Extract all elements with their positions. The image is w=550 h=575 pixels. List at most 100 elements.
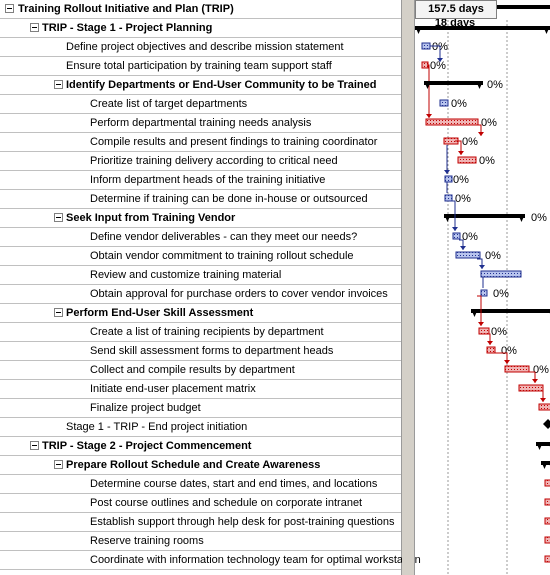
task-row[interactable]: Establish support through help desk for … [0, 513, 401, 532]
task-row[interactable]: Obtain vendor commitment to training rol… [0, 247, 401, 266]
summary-task-row[interactable]: Perform End-User Skill Assessment [0, 304, 401, 323]
task-name: Obtain vendor commitment to training rol… [90, 250, 354, 262]
dependency-link [451, 200, 456, 231]
task-row[interactable]: Finalize project budget [0, 399, 401, 418]
task-name: Compile results and present findings to … [90, 136, 378, 148]
percent-complete-label: 0% [481, 117, 497, 129]
column-splitter[interactable] [402, 0, 415, 575]
task-bar [444, 194, 453, 202]
task-name: Create a list of training recipients by … [90, 326, 324, 338]
dependency-link [477, 295, 482, 326]
task-row[interactable]: Define vendor deliverables - can they me… [0, 228, 401, 247]
task-row[interactable]: Coordinate with information technology t… [0, 551, 421, 570]
task-row[interactable]: Create list of target departments [0, 95, 401, 114]
task-row[interactable]: Post course outlines and schedule on cor… [0, 494, 401, 513]
percent-complete-label: 0% [501, 345, 517, 357]
task-bar [504, 365, 530, 373]
dependency-arrow [437, 58, 443, 62]
task-row[interactable]: Reserve training rooms [0, 532, 401, 551]
duration-header-partial: 18 days [434, 19, 476, 27]
task-row[interactable]: Perform departmental training needs anal… [0, 114, 401, 133]
task-name: Training Rollout Initiative and Plan (TR… [18, 3, 234, 15]
summary-task-row[interactable]: TRIP - Stage 2 - Project Commencement [0, 437, 401, 456]
dependency-arrow [444, 170, 450, 174]
task-bar [478, 327, 490, 335]
summary-bar [415, 26, 550, 30]
task-name: Review and customize training material [90, 269, 282, 281]
percent-complete-label: 0% [493, 288, 509, 300]
collapse-toggle[interactable] [54, 80, 63, 89]
collapse-toggle[interactable] [30, 441, 39, 450]
task-bar [439, 99, 449, 107]
summary-task-row[interactable]: Training Rollout Initiative and Plan (TR… [0, 0, 401, 19]
summary-task-row[interactable]: TRIP - Stage 1 - Project Planning [0, 19, 401, 38]
collapse-toggle[interactable] [54, 213, 63, 222]
percent-complete-label: 0% [479, 155, 495, 167]
gantt-bars: 0%0%0%0%0%0%0%0%0%0%0%0%0%0%0%0% [415, 5, 550, 575]
summary-bar [424, 81, 483, 85]
task-row[interactable]: Compile results and present findings to … [0, 133, 401, 152]
collapse-toggle[interactable] [5, 4, 14, 13]
task-bar [444, 175, 453, 183]
summary-bar-cap [541, 461, 548, 469]
task-name: Obtain approval for purchase orders to c… [90, 288, 388, 300]
task-name: Send skill assessment forms to departmen… [90, 345, 334, 357]
dependency-arrow [487, 341, 493, 345]
summary-task-row[interactable]: Prepare Rollout Schedule and Create Awar… [0, 456, 401, 475]
task-row[interactable]: Stage 1 - TRIP - End project initiation [0, 418, 401, 437]
task-name: Seek Input from Training Vendor [66, 212, 236, 224]
task-name-grid: Training Rollout Initiative and Plan (TR… [0, 0, 421, 575]
task-bar [480, 270, 522, 278]
gantt-chart: 157.5 days 18 days 0% 0% 0% 0% 0% 0% 0% 0% 0% 0% 0… [415, 0, 550, 575]
summary-bar-cap [543, 26, 550, 34]
task-row[interactable]: Prioritize training delivery according t… [0, 152, 401, 171]
task-bar [457, 156, 477, 164]
task-row[interactable]: Obtain approval for purchase orders to c… [0, 285, 401, 304]
task-bar [480, 289, 488, 297]
summary-bar [471, 309, 550, 313]
task-name: Prepare Rollout Schedule and Create Awar… [66, 459, 321, 471]
task-name: Ensure total participation by training t… [66, 60, 332, 72]
task-row[interactable]: Create a list of training recipients by … [0, 323, 401, 342]
milestone-diamond [543, 419, 550, 429]
task-row[interactable]: Inform department heads of the training … [0, 171, 401, 190]
percent-complete-label: 0% [455, 193, 471, 205]
task-name: TRIP - Stage 1 - Project Planning [42, 22, 213, 34]
dependency-arrow [504, 360, 510, 364]
task-name: Prioritize training delivery according t… [90, 155, 338, 167]
dependency-arrow [478, 132, 484, 136]
summary-bar [444, 214, 525, 218]
dependency-arrow [478, 322, 484, 326]
task-name: Perform departmental training needs anal… [90, 117, 312, 129]
task-bar [421, 42, 431, 50]
summary-bar-cap [536, 442, 543, 450]
task-row[interactable]: Initiate end-user placement matrix [0, 380, 401, 399]
collapse-toggle[interactable] [54, 308, 63, 317]
percent-complete-label: 0% [453, 174, 469, 186]
task-bar [544, 479, 550, 487]
collapse-toggle[interactable] [54, 460, 63, 469]
task-row[interactable]: Send skill assessment forms to departmen… [0, 342, 401, 361]
task-bar [544, 498, 550, 506]
task-bar [538, 403, 550, 411]
percent-complete-label: 0% [531, 212, 547, 224]
dependency-link [427, 64, 430, 118]
summary-task-row[interactable]: Identify Departments or End-User Communi… [0, 76, 401, 95]
task-row[interactable]: Review and customize training material [0, 266, 401, 285]
percent-complete-label: 0% [462, 231, 478, 243]
task-name: Establish support through help desk for … [90, 516, 395, 528]
task-row[interactable]: Determine course dates, start and end ti… [0, 475, 401, 494]
summary-task-row[interactable]: Seek Input from Training Vendor [0, 209, 401, 228]
task-row[interactable]: Collect and compile results by departmen… [0, 361, 401, 380]
task-row[interactable]: Determine if training can be done in-hou… [0, 190, 401, 209]
dependency-arrow [426, 114, 432, 118]
task-bar [455, 251, 481, 259]
task-name: Initiate end-user placement matrix [90, 383, 256, 395]
task-row[interactable]: Define project objectives and describe m… [0, 38, 401, 57]
task-row[interactable]: Ensure total participation by training t… [0, 57, 401, 76]
task-name: Identify Departments or End-User Communi… [66, 79, 377, 91]
collapse-toggle[interactable] [30, 23, 39, 32]
dependency-arrow [540, 398, 546, 402]
summary-bar-cap [444, 214, 451, 222]
task-bar [544, 536, 550, 544]
